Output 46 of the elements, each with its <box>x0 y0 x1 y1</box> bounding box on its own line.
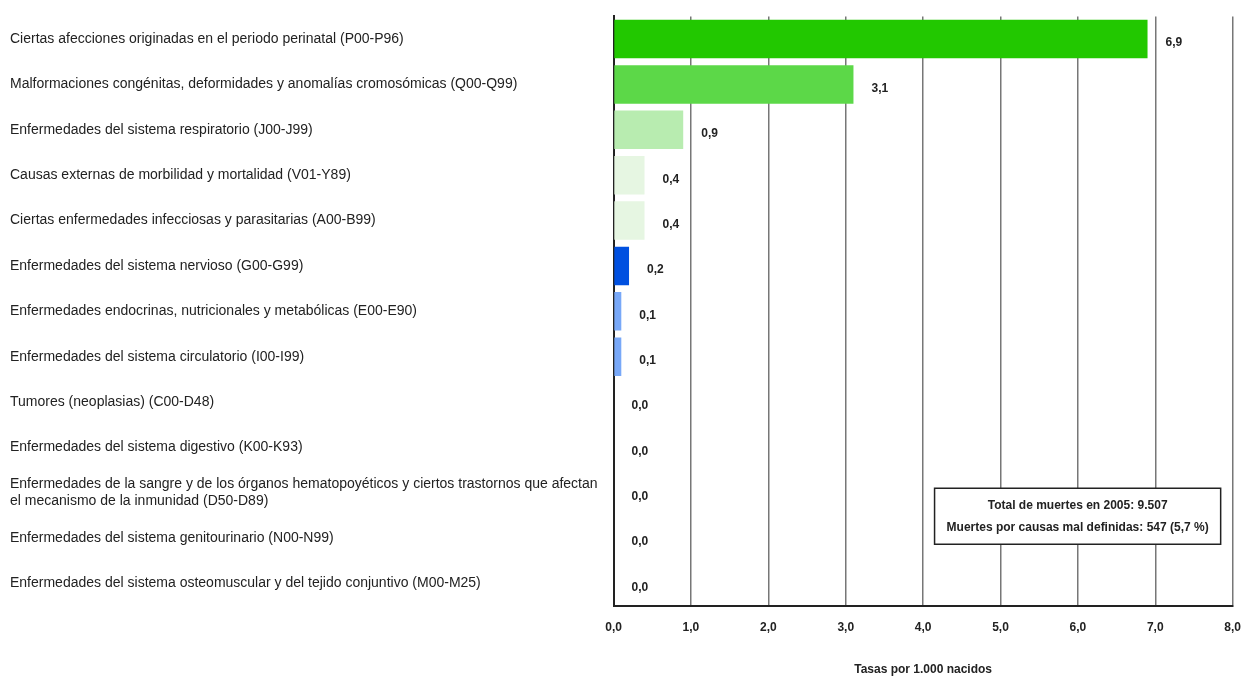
x-tick-label: 8,0 <box>1224 619 1242 634</box>
data-label: 0,0 <box>631 579 649 594</box>
y-tick-label: Enfermedades del sistema genitourinario (N00-N99) <box>10 529 334 546</box>
data-label: 0,2 <box>647 262 665 277</box>
y-tick-label: Enfermedades de la sangre y de los órganos hematopoyéticos y ciertos trastornos que afectan el mecanismo de la inmunidad (D50-D89) <box>10 475 598 509</box>
bar <box>614 65 854 104</box>
y-tick-label: Causas externas de morbilidad y mortalidad (V01-Y89) <box>10 166 351 183</box>
data-label: 0,9 <box>701 126 719 141</box>
annotation: Muertes por causas mal definidas: 547 (5,7 %) <box>946 519 1209 534</box>
y-tick-label: Enfermedades del sistema nervioso (G00-G99) <box>10 256 304 273</box>
y-tick-label: Enfermedades del sistema osteomuscular y del tejido conjuntivo (M00-M25) <box>10 574 481 591</box>
x-tick-label: 1,0 <box>682 619 700 634</box>
data-label: 0,4 <box>662 171 680 186</box>
x-tick-label: 4,0 <box>914 619 932 634</box>
y-tick-label: Ciertas afecciones originadas en el periodo perinatal (P00-P96) <box>10 29 404 46</box>
data-label: 0,1 <box>639 307 657 322</box>
x-tick-label: 5,0 <box>992 619 1010 634</box>
data-label: 0,0 <box>631 489 649 504</box>
bar <box>614 246 630 286</box>
x-tick-label: 3,0 <box>837 619 855 634</box>
data-label: 0,0 <box>631 398 649 413</box>
y-tick-label: Tumores (neoplasias) (C00-D48) <box>10 392 215 409</box>
y-tick-label: Ciertas enfermedades infecciosas y parasitarias (A00-B99) <box>10 211 376 228</box>
bar <box>614 19 1148 59</box>
data-label: 6,9 <box>1165 35 1183 50</box>
data-label: 0,0 <box>631 443 649 458</box>
bar <box>614 337 622 376</box>
data-label: 0,0 <box>631 534 649 549</box>
y-tick-label: Enfermedades endocrinas, nutricionales y metabólicas (E00-E90) <box>10 302 417 319</box>
bar <box>614 201 645 240</box>
data-label: 0,1 <box>639 352 657 367</box>
x-tick-label: 7,0 <box>1146 619 1164 634</box>
y-tick-label: Enfermedades del sistema respiratorio (J00-J99) <box>10 120 313 137</box>
x-tick-label: 2,0 <box>759 619 777 634</box>
y-tick-label: Enfermedades del sistema circulatorio (I00-I99) <box>10 347 305 364</box>
y-tick-label: Malformaciones congénitas, deformidades y anomalías cromosómicas (Q00-Q99) <box>10 75 518 92</box>
data-label: 0,4 <box>662 216 680 231</box>
x-axis-title: Tasas por 1.000 nacidos <box>854 662 993 677</box>
y-tick-label: Enfermedades del sistema digestivo (K00-K93) <box>10 438 303 455</box>
data-label: 3,1 <box>871 80 889 95</box>
x-tick-label: 6,0 <box>1069 619 1087 634</box>
bar <box>614 292 622 331</box>
bar <box>614 155 645 195</box>
x-tick-label: 0,0 <box>605 619 623 634</box>
bar <box>614 110 684 150</box>
annotation: Total de muertes en 2005: 9.507 <box>987 497 1168 512</box>
